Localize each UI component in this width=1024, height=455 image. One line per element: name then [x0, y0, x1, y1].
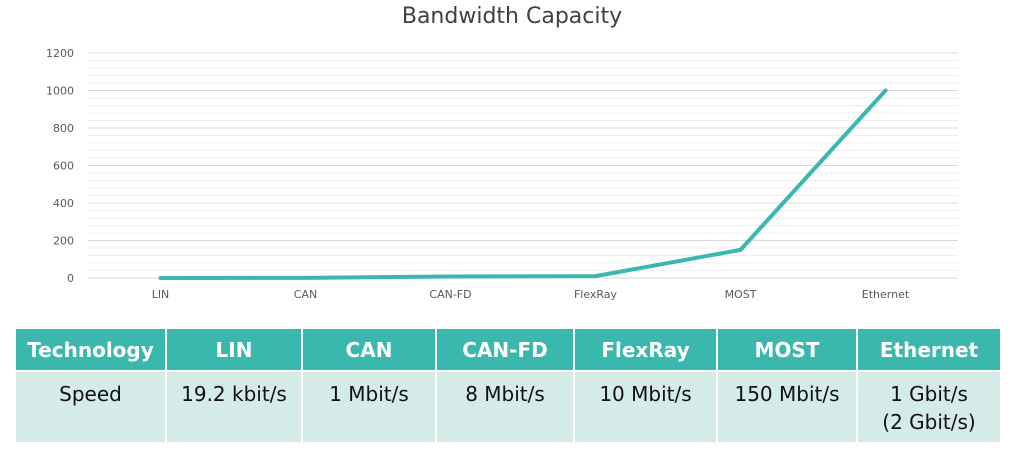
cell-ethernet-speed: 1 Gbit/s (2 Gbit/s)	[856, 370, 1002, 444]
cell-lin-speed: 19.2 kbit/s	[165, 370, 303, 444]
y-tick-label: 400	[53, 197, 74, 210]
y-tick-label: 1000	[46, 85, 74, 98]
series-layer	[158, 88, 888, 280]
cell-can-speed: 1 Mbit/s	[301, 370, 437, 444]
y-tick-label: 1200	[46, 47, 74, 60]
header-flexray: FlexRay	[573, 327, 718, 372]
x-tick-label: CAN	[294, 288, 317, 301]
gridlines	[88, 52, 958, 279]
header-ethernet: Ethernet	[856, 327, 1002, 372]
x-tick-label: CAN-FD	[429, 288, 471, 301]
cell-ethernet-speed-primary: 1 Gbit/s	[890, 382, 968, 406]
y-tick-label: 0	[67, 272, 74, 285]
table-row-speed: Speed 19.2 kbit/s 1 Mbit/s 8 Mbit/s 10 M…	[14, 370, 1002, 444]
x-tick-label: FlexRay	[574, 288, 618, 301]
line-chart: 0 200 400 600 800 1000 1200 LIN CAN CAN-FD FlexRa…	[46, 47, 958, 301]
y-tick-label: 200	[53, 235, 74, 248]
header-lin: LIN	[165, 327, 303, 372]
header-most: MOST	[716, 327, 858, 372]
cell-can-fd-speed: 8 Mbit/s	[435, 370, 575, 444]
cell-ethernet-speed-secondary: (2 Gbit/s)	[882, 410, 976, 434]
x-tick-label: MOST	[725, 288, 757, 301]
header-technology: Technology	[14, 327, 167, 372]
cell-flexray-speed: 10 Mbit/s	[573, 370, 718, 444]
x-tick-label: Ethernet	[862, 288, 910, 301]
x-tick-label: LIN	[152, 288, 170, 301]
header-can: CAN	[301, 327, 437, 372]
y-tick-label: 600	[53, 160, 74, 173]
cell-most-speed: 150 Mbit/s	[716, 370, 858, 444]
table-header-row: Technology LIN CAN CAN-FD FlexRay MOST E…	[14, 327, 1002, 372]
chart-title: Bandwidth Capacity	[401, 4, 623, 29]
y-axis-ticks: 0 200 400 600 800 1000 1200	[46, 47, 74, 285]
series-line	[158, 88, 888, 280]
x-axis-ticks: LIN CAN CAN-FD FlexRay MOST Ethernet	[152, 288, 910, 301]
speed-table: Technology LIN CAN CAN-FD FlexRay MOST E…	[14, 327, 1002, 444]
row-label-speed: Speed	[14, 370, 167, 444]
y-tick-label: 800	[53, 122, 74, 135]
header-can-fd: CAN-FD	[435, 327, 575, 372]
